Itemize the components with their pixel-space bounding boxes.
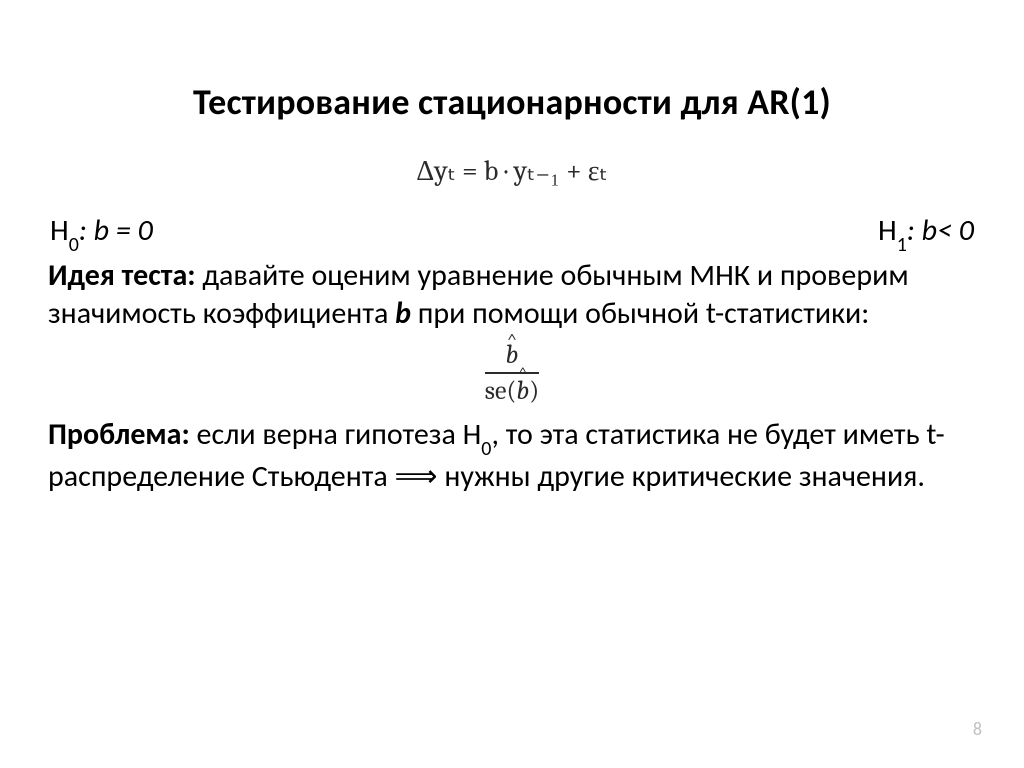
t-statistic-formula: ^ b se(^b) bbox=[48, 340, 976, 406]
fraction-numerator: ^ b bbox=[485, 340, 539, 374]
hat-icon: ^ bbox=[518, 364, 527, 382]
problem-text-3: нужны другие критические значения. bbox=[438, 458, 925, 495]
idea-label: Идея теста: bbox=[48, 257, 196, 294]
slide: Тестирование стационарности для AR(1) Δy… bbox=[0, 0, 1024, 768]
slide-title: Тестирование стационарности для AR(1) bbox=[48, 80, 976, 124]
fraction: ^ b se(^b) bbox=[485, 340, 539, 406]
hat-icon: ^ bbox=[507, 330, 517, 351]
h1-subscript: 1 bbox=[897, 233, 907, 257]
problem-text-1: если верна гипотеза H bbox=[190, 416, 482, 453]
den-var-wrap: ^b bbox=[516, 376, 529, 406]
hypotheses-row: H0: b = 0 H1: b< 0 bbox=[48, 212, 976, 255]
fraction-denominator: se(^b) bbox=[485, 374, 539, 406]
problem-paragraph: Проблема: если верна гипотеза H0, то эта… bbox=[48, 416, 976, 496]
problem-label: Проблема: bbox=[48, 416, 190, 453]
main-equation: Δyₜ = b · yₜ₋₁ + εₜ bbox=[48, 154, 976, 188]
page-number: 8 bbox=[973, 718, 982, 740]
problem-h0-sub: 0 bbox=[481, 437, 491, 461]
hypothesis-h1: H1: b< 0 bbox=[878, 212, 974, 253]
h1-label: H bbox=[878, 212, 897, 249]
den-prefix: se( bbox=[485, 376, 517, 406]
idea-paragraph: Идея теста: давайте оценим уравнение обы… bbox=[48, 257, 976, 332]
h0-subscript: 0 bbox=[69, 233, 79, 257]
idea-coefficient: b bbox=[395, 295, 411, 332]
hypothesis-h0: H0: b = 0 bbox=[50, 212, 153, 253]
h0-expression: : b = 0 bbox=[79, 212, 153, 249]
implies-arrow-icon: ⟹ bbox=[395, 460, 438, 493]
h0-label: H bbox=[50, 212, 69, 249]
idea-text-2: при помощи обычной t-статистики: bbox=[411, 295, 869, 332]
h1-expression: : b< 0 bbox=[907, 212, 974, 249]
den-suffix: ) bbox=[529, 376, 539, 406]
